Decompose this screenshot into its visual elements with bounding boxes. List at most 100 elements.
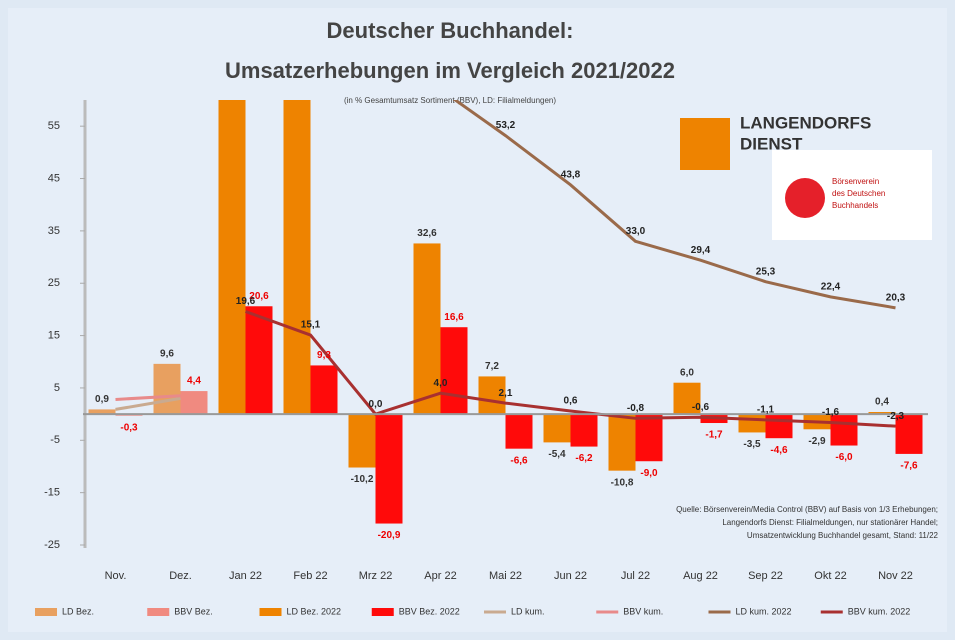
bar-value-label: -20,9 [378,530,401,541]
line-value-label: 25,3 [756,266,776,277]
source: Umsatzentwicklung Buchhandel gesamt, Sta… [747,531,939,540]
bar-value-label: -9,0 [640,468,658,479]
line-value-label: 33,0 [626,226,646,237]
y-tick-label: -5 [50,434,60,446]
line-value-label: 22,4 [821,281,841,292]
legend-label: LD Bez. [62,606,94,616]
bar-value-label: -6,2 [575,453,593,464]
line-value-label: 29,4 [691,245,711,256]
bar [635,414,663,462]
x-tick-label: Apr 22 [424,570,456,582]
bar-value-label: 32,6 [417,228,437,239]
bar [478,376,506,415]
plot-area [88,100,923,524]
logo-text: LANGENDORFS [740,113,871,132]
bar-value-label: -6,6 [510,455,528,466]
chart-title: Umsatzerhebungen im Vergleich 2021/2022 [225,58,675,83]
bar-value-label: 20,6 [249,291,269,302]
bar-value-label: -10,8 [611,477,634,488]
legend-swatch [35,608,57,616]
x-tick-label: Okt 22 [814,570,846,582]
bar-value-label: -7,6 [900,461,918,472]
bar [218,100,246,415]
logo: LANGENDORFS DIENST [680,113,871,170]
line-value-label: -2,3 [887,411,905,422]
bar [153,363,181,415]
legend-label: LD Bez. 2022 [287,606,342,616]
x-tick-label: Mai 22 [489,570,522,582]
logo-text: DIENST [740,134,803,153]
legend-swatch [259,608,282,616]
x-tick-label: Sep 22 [748,570,783,582]
bar-value-label: 7,2 [485,361,499,372]
x-tick-label: Jan 22 [229,570,262,582]
bar [738,414,766,433]
x-tick-label: Mrz 22 [359,570,393,582]
line [115,396,181,411]
legend-label: BBV kum. 2022 [848,606,911,616]
bar [440,327,468,415]
chart-subtitle: (in % Gesamtumsatz Sortiment (BBV), LD: … [344,96,556,105]
x-tick-label: Nov 22 [878,570,913,582]
line-value-label: 0,6 [564,396,578,407]
bar-value-label: -0,3 [120,422,138,433]
bar-value-label: 9,3 [317,350,331,361]
legend-swatch [147,608,170,616]
bar [830,414,858,446]
legend-label: BBV kum. [623,606,663,616]
bar [348,414,376,468]
x-tick-label: Jun 22 [554,570,587,582]
bar-value-label: -2,9 [808,436,826,447]
x-tick-label: Dez. [169,570,192,582]
line [115,394,181,401]
logo2: Börsenverein des Deutschen Buchhandels [772,150,932,240]
line-value-label: 15,1 [301,320,321,331]
line [452,100,896,310]
bar-value-label: -5,4 [548,449,566,460]
source: Quelle: Börsenverein/Media Control (BBV)… [676,505,938,514]
bar [543,414,571,443]
bar-value-label: 0,9 [95,394,109,405]
x-tick-label: Jul 22 [621,570,650,582]
x-tick-label: Feb 22 [293,570,327,582]
bar [88,409,116,415]
logo2-text: Börsenverein [832,177,879,186]
line-value-label: -0,8 [627,403,645,414]
y-tick-label: 55 [48,120,60,132]
bar [673,382,701,415]
logo-box [680,118,730,170]
bar-value-label: -10,2 [351,474,374,485]
bar [283,100,311,415]
legend-label: LD kum. 2022 [736,606,792,616]
logo2-text: Buchhandels [832,201,878,210]
logo2-mark [785,178,825,218]
legend-swatch [371,608,394,616]
x-tick-label: Nov. [105,570,127,582]
bar-value-label: -3,5 [743,439,761,450]
line [244,310,896,428]
bar-value-label: -4,6 [770,445,788,456]
line-value-label: 20,3 [886,292,906,303]
legend-label: BBV Bez. [174,606,213,616]
legend-label: BBV Bez. 2022 [399,606,460,616]
y-tick-label: -15 [44,487,60,499]
bar-value-label: 0,4 [875,397,889,408]
chart-title: Deutscher Buchhandel: [327,18,574,43]
bar [375,414,403,524]
line-value-label: -1,1 [757,405,775,416]
y-tick-label: 15 [48,329,60,341]
bar [180,391,208,415]
bar [245,306,273,415]
legend-label: LD kum. [511,606,545,616]
y-tick-label: -25 [44,539,60,551]
line-value-label: -0,6 [692,402,710,413]
y-tick-label: 35 [48,225,60,237]
bar-value-label: 16,6 [444,312,464,323]
y-tick-label: 45 [48,172,60,184]
line-value-label: -1,6 [822,407,840,418]
y-tick-label: 25 [48,277,60,289]
y-tick-label: 5 [54,382,60,394]
line-value-label: 0,0 [369,399,383,410]
bar [413,243,441,415]
